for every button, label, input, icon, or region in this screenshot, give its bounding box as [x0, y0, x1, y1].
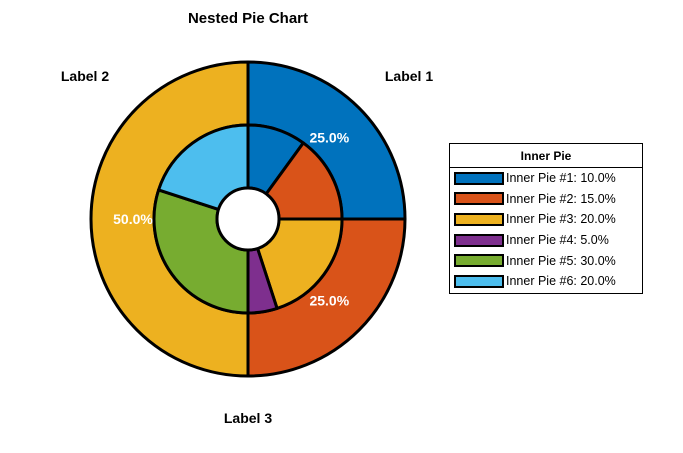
legend-item-4: Inner Pie #4: 5.0% [450, 230, 642, 251]
legend-items: Inner Pie #1: 10.0% Inner Pie #2: 15.0% In… [450, 168, 642, 292]
legend-swatch-6 [454, 274, 504, 288]
legend-swatch-2 [454, 192, 504, 206]
outer-percent-label-3: 50.0% [113, 211, 153, 227]
legend-swatch-1 [454, 171, 504, 185]
legend-item-1: Inner Pie #1: 10.0% [450, 168, 642, 189]
legend-swatch-3 [454, 212, 504, 226]
legend-swatch-4 [454, 233, 504, 247]
legend-label-6: Inner Pie #6: 20.0% [506, 274, 616, 289]
legend-title: Inner Pie [450, 144, 642, 168]
legend-item-6: Inner Pie #6: 20.0% [450, 271, 642, 292]
chart-title: Nested Pie Chart [188, 10, 308, 27]
legend-item-3: Inner Pie #3: 20.0% [450, 209, 642, 230]
inner-ring [152, 123, 344, 315]
outer-percent-label-2: 25.0% [309, 292, 349, 308]
legend: Inner Pie Inner Pie #1: 10.0% Inner Pie #… [449, 143, 643, 294]
outer-ring [89, 60, 407, 378]
legend-label-5: Inner Pie #5: 30.0% [506, 253, 616, 268]
legend-label-1: Inner Pie #1: 10.0% [506, 171, 616, 186]
center-hole [215, 186, 281, 252]
legend-label-2: Inner Pie #2: 15.0% [506, 191, 616, 206]
outer-percent-label-1: 25.0% [309, 130, 349, 146]
legend-label-4: Inner Pie #4: 5.0% [506, 233, 609, 248]
legend-item-5: Inner Pie #5: 30.0% [450, 250, 642, 271]
legend-label-3: Inner Pie #3: 20.0% [506, 212, 616, 227]
legend-item-2: Inner Pie #2: 15.0% [450, 189, 642, 210]
outer-category-label-1: Label 1 [385, 68, 433, 84]
slice-labels: 25.0% Label 1 25.0% Label 2 50.0% Label 3 [61, 68, 433, 426]
outer-category-label-3: Label 3 [224, 410, 272, 426]
legend-swatch-5 [454, 254, 504, 268]
outer-category-label-2: Label 2 [61, 68, 109, 84]
